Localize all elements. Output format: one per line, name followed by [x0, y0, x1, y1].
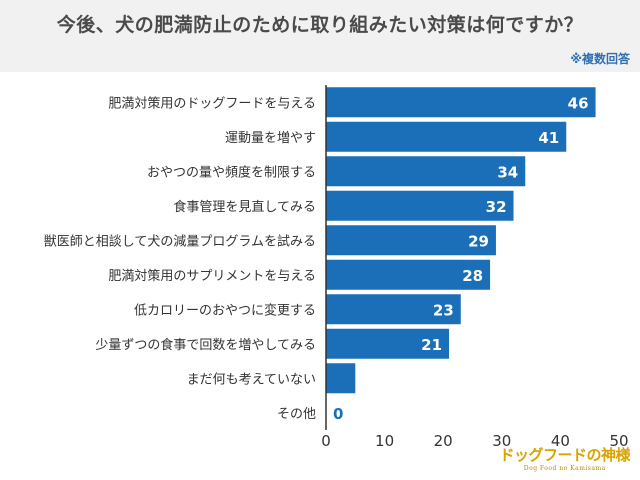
x-tick-label: 20	[434, 432, 453, 450]
data-label: 41	[538, 129, 559, 147]
category-label: おやつの量や頻度を制限する	[147, 164, 316, 180]
bar	[326, 121, 567, 152]
category-label: その他	[277, 407, 316, 422]
bar	[326, 87, 596, 118]
x-tick-label: 0	[321, 432, 331, 450]
bar	[326, 156, 526, 187]
category-label: まだ何も考えていない	[187, 371, 316, 387]
data-label: 34	[497, 163, 518, 181]
data-label: 32	[486, 198, 507, 216]
brand-logo: ドッグフードの神様 Dog Food no Kamisama	[499, 444, 630, 472]
data-label: 5	[333, 370, 343, 388]
bar	[326, 259, 491, 290]
category-label: 肥満対策用のドッグフードを与える	[108, 95, 316, 111]
brand-logo-subtext: Dog Food no Kamisama	[523, 465, 606, 472]
bar	[326, 190, 514, 221]
header-band: 今後、犬の肥満防止のために取り組みたい対策は何ですか？ ※複数回答	[0, 0, 640, 72]
category-label: 肥満対策用のサプリメントを与える	[108, 268, 316, 284]
bar	[326, 225, 496, 256]
data-label: 28	[462, 267, 483, 285]
bar-chart: 肥満対策用のドッグフードを与える 46 運動量を増やす 41 おやつの量や頻度を制限する…	[44, 85, 629, 450]
data-label: 23	[433, 301, 454, 319]
data-label: 46	[568, 94, 589, 112]
x-tick-label: 30	[492, 432, 511, 450]
category-label: 食事管理を見直してみる	[173, 199, 316, 215]
brand-logo-text: ドッグフードの神様	[499, 446, 630, 464]
bar	[326, 363, 356, 394]
x-tick-label: 10	[375, 432, 394, 450]
multiple-answer-note: ※複数回答	[570, 52, 630, 66]
category-label: 少量ずつの食事で回数を増やしてみる	[95, 337, 316, 353]
data-label: 21	[421, 336, 442, 354]
chart-title: 今後、犬の肥満防止のために取り組みたい対策は何ですか？	[56, 14, 584, 36]
bar	[326, 294, 461, 325]
x-tick-label: 40	[551, 432, 570, 450]
category-label: 低カロリーのおやつに変更する	[134, 302, 316, 318]
data-label: 29	[468, 232, 489, 250]
category-label: 獣医師と相談して犬の減量プログラムを試みる	[44, 233, 316, 249]
x-tick-label: 50	[609, 432, 628, 450]
data-label: 0	[333, 405, 343, 423]
category-label: 運動量を増やす	[225, 131, 316, 146]
bar	[326, 328, 450, 359]
